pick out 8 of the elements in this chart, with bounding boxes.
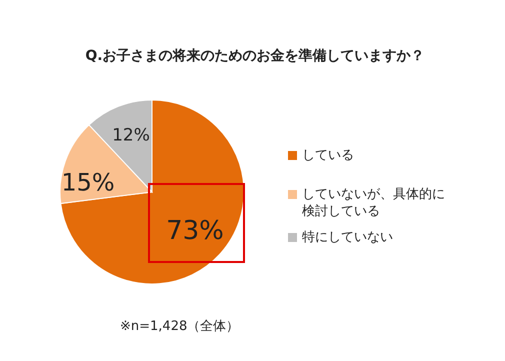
data-label: 73% (166, 216, 224, 246)
legend-label: していないが、具体的に検討している (302, 186, 446, 220)
data-label: 12% (112, 126, 150, 146)
text: ※n=1,428（全体） (120, 319, 240, 334)
legend-label: 特にしていない (302, 229, 393, 246)
legend-label: している (302, 147, 354, 164)
data-label: 15% (61, 168, 115, 197)
chart-title: Q.お子さまの将来のためのお金を準備していますか？ (85, 48, 425, 64)
